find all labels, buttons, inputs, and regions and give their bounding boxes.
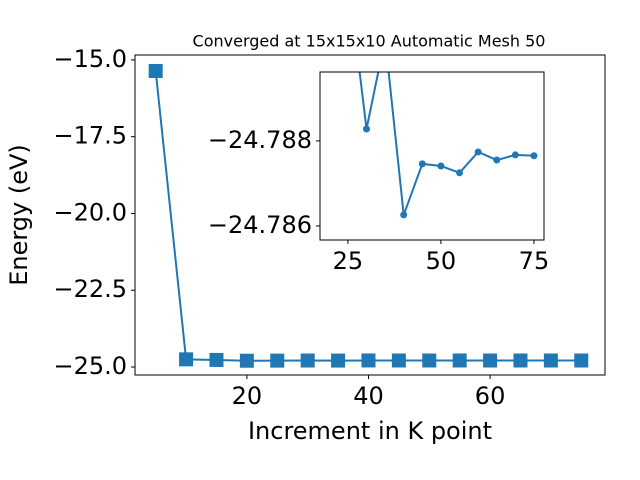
x-axis-label: Increment in K point <box>248 417 492 445</box>
marker <box>452 353 467 368</box>
marker <box>209 352 224 367</box>
x-tick-label: 25 <box>333 247 364 275</box>
y-tick-label: −24.786 <box>208 211 312 239</box>
marker <box>474 148 482 156</box>
plot-clip <box>358 72 538 219</box>
y-tick-label: −20.0 <box>53 198 127 226</box>
plot-clip <box>148 63 589 368</box>
marker <box>493 156 501 164</box>
x-tick-label: 75 <box>519 247 550 275</box>
marker <box>422 353 437 368</box>
marker <box>391 353 406 368</box>
y-tick-label: −17.5 <box>53 122 127 150</box>
x-tick-label: 20 <box>232 382 263 410</box>
marker <box>179 352 194 367</box>
chart-title: Converged at 15x15x10 Automatic Mesh 50 <box>193 32 546 51</box>
marker <box>361 353 376 368</box>
y-tick-label: −15.0 <box>53 45 127 73</box>
marker <box>300 353 315 368</box>
marker <box>530 152 538 160</box>
marker <box>543 353 558 368</box>
marker <box>483 353 498 368</box>
x-tick-label: 50 <box>426 247 457 275</box>
plot-area <box>320 72 544 240</box>
marker <box>331 353 346 368</box>
y-tick-label: −22.5 <box>53 275 127 303</box>
marker <box>148 63 163 78</box>
marker <box>437 162 445 170</box>
marker <box>513 353 528 368</box>
marker <box>574 353 589 368</box>
x-tick-label: 40 <box>353 382 384 410</box>
marker <box>456 169 464 177</box>
marker <box>270 353 285 368</box>
marker <box>400 211 408 219</box>
y-axis-label: Energy (eV) <box>5 144 33 286</box>
marker <box>418 160 426 168</box>
y-tick-label: −25.0 <box>53 352 127 380</box>
marker <box>363 125 371 133</box>
axes-frame <box>134 54 606 376</box>
y-tick-label: −24.788 <box>208 126 312 154</box>
axes-frame <box>319 71 545 241</box>
marker <box>511 151 519 159</box>
marker <box>239 353 254 368</box>
x-tick-label: 60 <box>475 382 506 410</box>
